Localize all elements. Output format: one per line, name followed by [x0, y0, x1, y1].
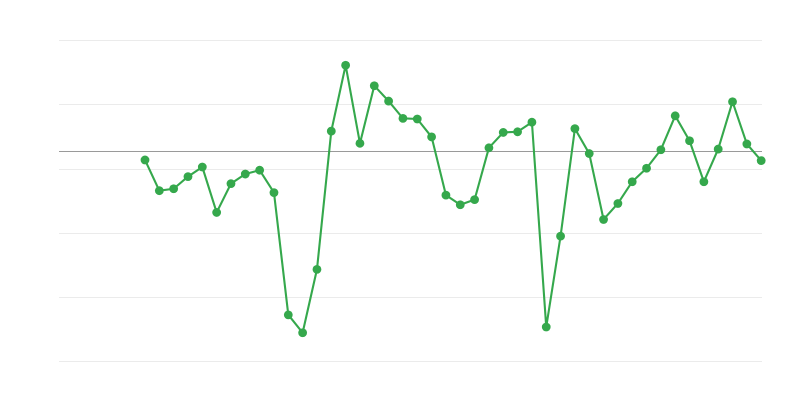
data-point[interactable] — [269, 188, 279, 198]
data-point[interactable] — [484, 143, 494, 153]
data-point[interactable] — [613, 199, 623, 208]
data-point[interactable] — [412, 114, 422, 124]
gridlines — [59, 40, 762, 362]
data-point[interactable] — [226, 179, 236, 189]
data-point[interactable] — [441, 190, 451, 200]
data-point[interactable] — [599, 215, 608, 224]
data-point[interactable] — [742, 139, 752, 149]
data-point[interactable] — [627, 177, 637, 187]
data-point[interactable] — [728, 97, 737, 107]
data-point[interactable] — [570, 124, 580, 133]
data-point[interactable] — [455, 200, 465, 210]
data-point-markers — [140, 60, 766, 338]
data-point[interactable] — [685, 136, 694, 146]
data-point[interactable] — [140, 155, 150, 165]
data-point[interactable] — [656, 145, 666, 155]
data-point[interactable] — [398, 113, 408, 123]
data-point[interactable] — [154, 186, 164, 196]
data-point[interactable] — [541, 322, 551, 332]
data-point[interactable] — [341, 60, 351, 70]
data-point[interactable] — [369, 81, 379, 91]
data-point[interactable] — [513, 127, 522, 137]
data-point[interactable] — [584, 149, 594, 158]
data-point[interactable] — [298, 328, 308, 338]
data-point[interactable] — [427, 132, 436, 142]
data-point[interactable] — [699, 177, 709, 187]
data-point[interactable] — [197, 162, 207, 172]
data-point[interactable] — [756, 156, 766, 166]
data-point[interactable] — [283, 310, 293, 320]
data-point[interactable] — [355, 138, 365, 148]
data-point[interactable] — [670, 111, 680, 121]
data-point[interactable] — [470, 195, 479, 205]
data-point[interactable] — [255, 165, 265, 175]
data-point[interactable] — [240, 169, 250, 179]
data-point[interactable] — [498, 128, 508, 137]
data-point[interactable] — [713, 144, 723, 154]
data-point[interactable] — [212, 208, 222, 217]
data-point[interactable] — [642, 163, 651, 173]
data-point[interactable] — [556, 231, 565, 241]
data-point[interactable] — [527, 117, 537, 127]
data-point[interactable] — [169, 184, 179, 194]
data-point[interactable] — [312, 265, 322, 274]
data-point[interactable] — [326, 126, 336, 136]
data-point[interactable] — [183, 172, 193, 182]
data-point[interactable] — [384, 96, 394, 106]
